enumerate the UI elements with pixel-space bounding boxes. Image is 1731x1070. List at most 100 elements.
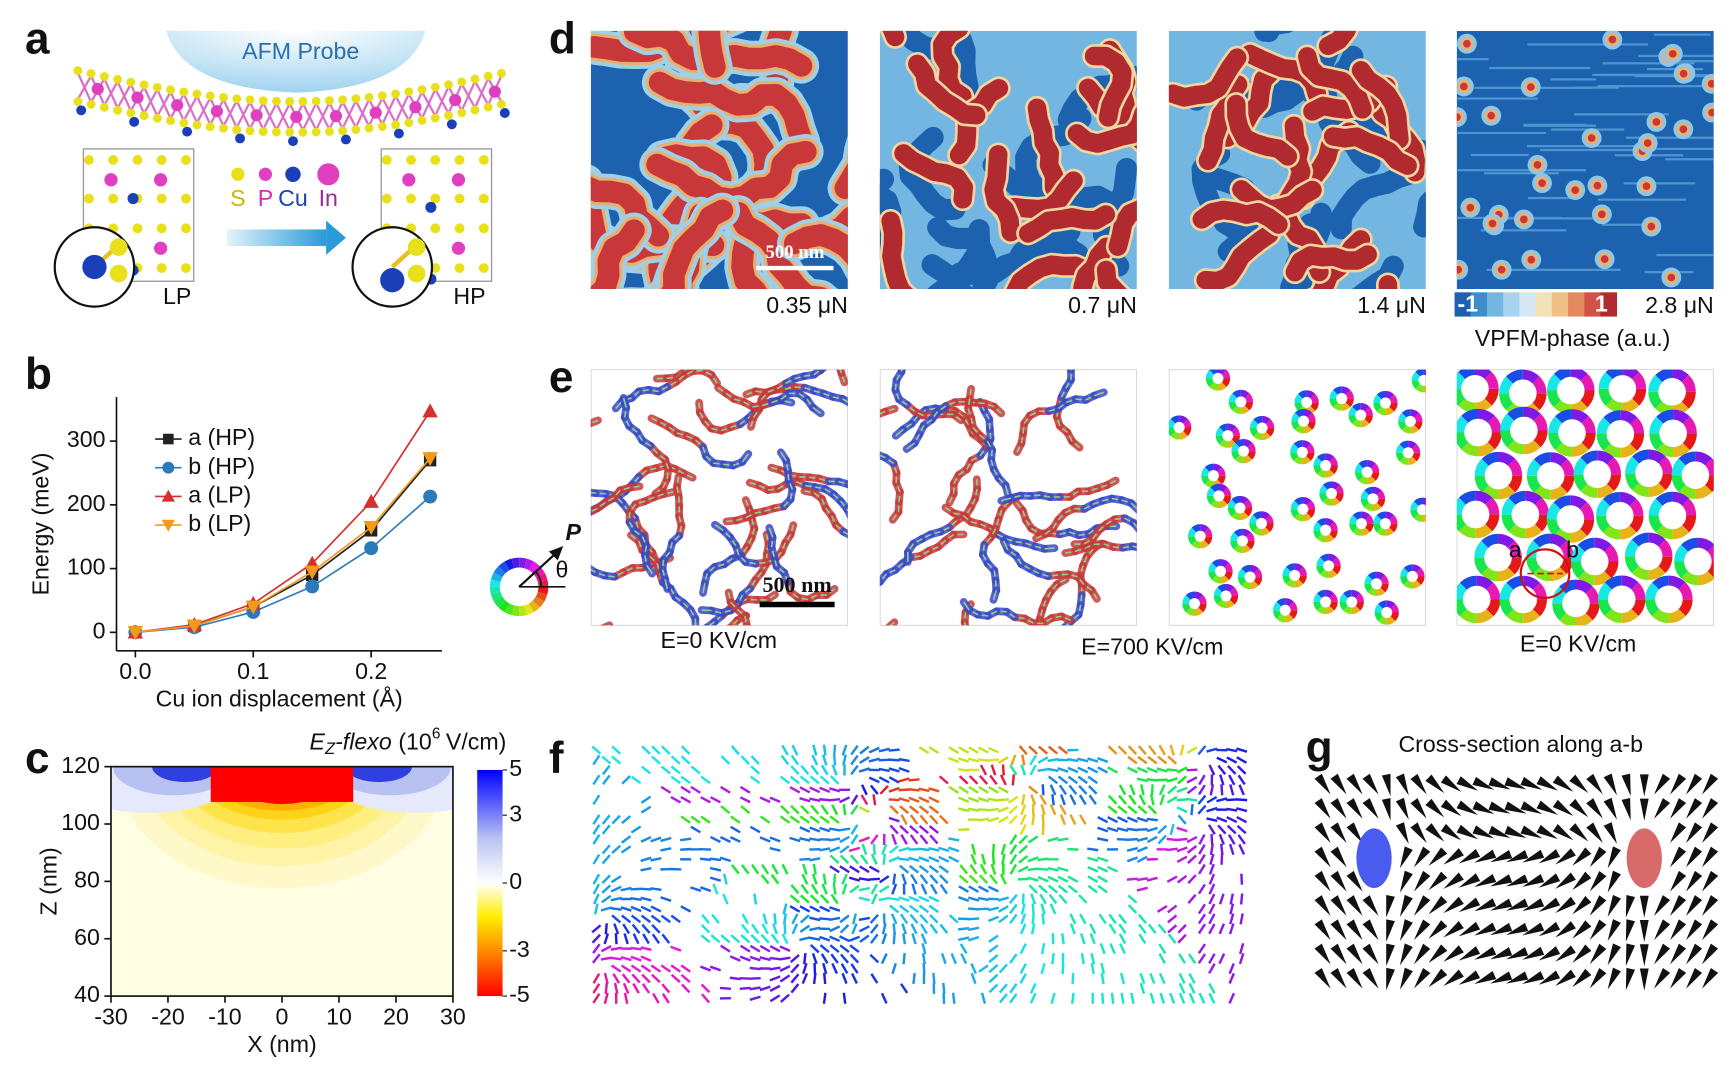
polar-wedge — [1572, 968, 1592, 988]
stripe-wall — [1094, 391, 1105, 397]
skyrmion-sector — [1596, 515, 1611, 533]
core-down — [1356, 828, 1392, 888]
polar-wedge — [1399, 870, 1413, 893]
stripe-wall — [586, 645, 589, 655]
polar-vector — [829, 865, 840, 874]
legend-label: a (HP) — [188, 424, 255, 450]
polar-vector — [932, 972, 936, 985]
atom-s — [406, 154, 416, 165]
atom-p — [488, 85, 501, 98]
polar-vector — [812, 863, 817, 875]
stripe-domain — [794, 349, 804, 352]
skyrmion-sector — [1249, 564, 1259, 574]
skyrmion-sector — [1456, 388, 1466, 406]
skyrmion-sector — [1372, 502, 1382, 511]
domain-core — [1488, 219, 1497, 228]
skyrmion-sector — [1306, 390, 1316, 399]
skyrmion-sector — [1349, 515, 1358, 524]
skyrmion-sector — [1294, 563, 1304, 572]
atom-s — [351, 94, 361, 104]
polar-vector — [870, 973, 879, 984]
skyrmion-sector — [1168, 427, 1176, 437]
polar-vector — [860, 854, 869, 865]
polar-vector — [1136, 886, 1149, 892]
stripe-domain — [600, 701, 606, 709]
skyrmion-sector — [1208, 571, 1217, 580]
polar-vector — [779, 965, 791, 972]
skyrmion-sector — [1247, 450, 1256, 460]
panel-label: a — [25, 15, 50, 64]
skyrmion-sector — [1645, 582, 1660, 600]
theta-arc — [535, 570, 543, 587]
polar-vector — [631, 973, 641, 984]
polar-vector — [1028, 785, 1039, 795]
polar-wedge — [1702, 919, 1719, 941]
stripe-wall — [1130, 502, 1137, 510]
skyrmion-sector — [1316, 557, 1325, 567]
skyrmion-sector — [1671, 458, 1686, 476]
stripe-domain — [508, 444, 515, 451]
polar-vector — [1208, 903, 1216, 915]
skyrmion-sector — [1364, 486, 1374, 496]
polar-vector — [670, 775, 681, 785]
polar-vector — [1040, 943, 1046, 955]
atom-s — [478, 263, 489, 274]
skyrmion-sector — [1301, 455, 1311, 465]
polar-vector — [841, 744, 848, 756]
polar-vector — [912, 972, 916, 985]
polar-vector — [1079, 933, 1086, 945]
skyrmion-sector — [1313, 529, 1322, 539]
polar-vector — [1021, 794, 1026, 806]
polar-vector — [911, 883, 917, 895]
scan-streak — [1638, 54, 1714, 57]
polar-wedge — [1395, 822, 1409, 845]
skyrmion-sector — [1237, 568, 1247, 578]
polar-vector — [928, 746, 940, 755]
polar-vector — [722, 893, 729, 905]
polar-vector — [928, 847, 940, 852]
polar-vector — [783, 923, 787, 935]
polar-vector — [829, 854, 840, 864]
polar-wedge — [1639, 895, 1649, 918]
stripe-wall — [1044, 547, 1055, 550]
polar-vector — [690, 886, 702, 892]
polar-vector — [680, 796, 692, 804]
polar-vector — [977, 817, 990, 822]
polar-vector — [760, 933, 770, 944]
polar-vector — [810, 804, 820, 815]
polar-wedge — [1346, 943, 1363, 965]
polar-vector — [1238, 943, 1245, 955]
polar-vector — [660, 896, 672, 902]
stripe-domain — [862, 441, 869, 448]
skyrmion-sector — [1458, 523, 1476, 539]
skyrmion-sector — [1575, 579, 1593, 594]
stripe-wall — [1152, 548, 1161, 552]
polar-vector — [1176, 806, 1188, 814]
stripe-domain — [744, 332, 750, 340]
polar-vector — [989, 774, 998, 786]
polar-vector — [592, 943, 601, 954]
y-axis-label: Z (nm) — [35, 847, 61, 915]
polar-vector — [650, 857, 662, 862]
stripe-domain — [999, 679, 1001, 689]
polar-vector — [631, 923, 641, 934]
stripe-domain — [872, 633, 878, 641]
polar-wedge — [1458, 946, 1481, 961]
polar-wedge — [1413, 846, 1431, 868]
polar-vector — [1158, 943, 1167, 954]
polar-vector — [839, 914, 850, 924]
skyrmion-sector — [1631, 372, 1647, 390]
polar-vector — [759, 815, 771, 824]
skyrmion-sector — [1313, 601, 1322, 611]
skyrmion-sector — [1631, 598, 1646, 617]
skyrmion-sector — [1652, 608, 1670, 624]
stripe-wall — [855, 715, 858, 724]
polar-vector — [831, 764, 838, 776]
stripe-wall — [550, 428, 560, 430]
stripe-wall — [664, 579, 669, 590]
skyrmion-sector — [1294, 497, 1304, 506]
polar-vector — [1158, 784, 1166, 796]
polar-vector — [1098, 913, 1107, 925]
polar-vector — [601, 894, 612, 904]
stripe-wall — [564, 552, 574, 554]
